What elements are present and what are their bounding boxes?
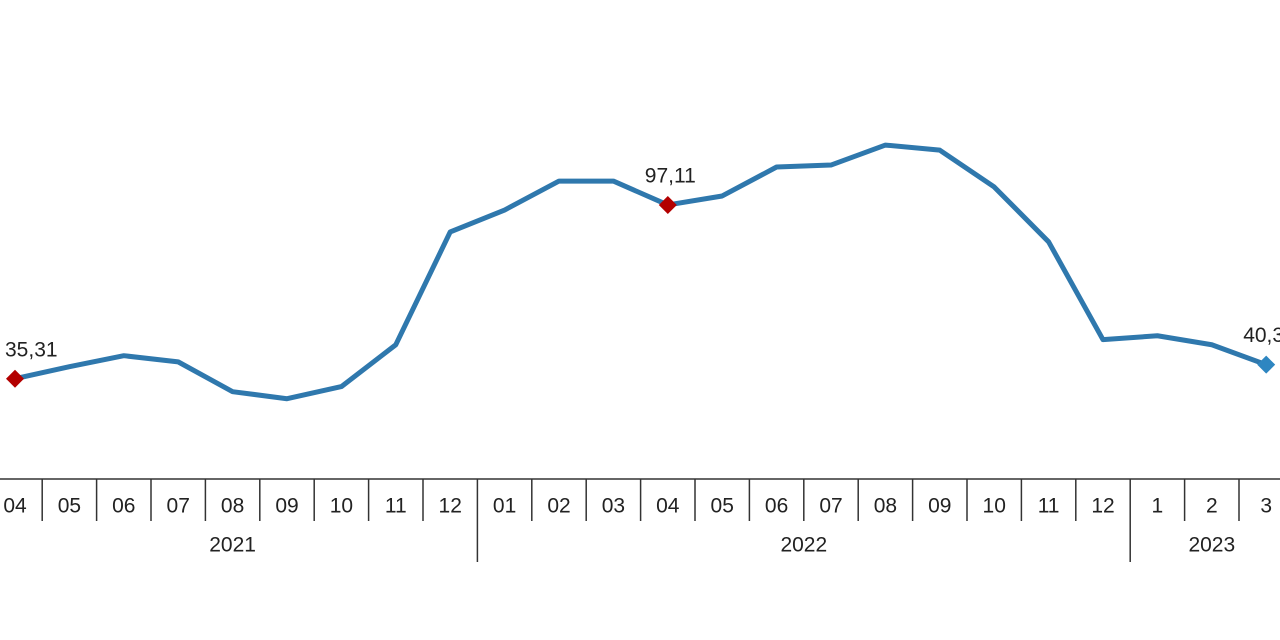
x-tick-label: 1 — [1152, 495, 1164, 518]
x-tick-label: 09 — [275, 495, 298, 518]
x-tick-label: 01 — [493, 495, 516, 518]
x-tick-label: 06 — [112, 495, 135, 518]
data-label: 97,11 — [645, 164, 696, 187]
x-tick-label: 09 — [928, 495, 951, 518]
group-label: 2022 — [780, 534, 827, 557]
data-label: 40,3 — [1243, 324, 1280, 347]
marker — [1257, 355, 1276, 374]
x-tick-label: 3 — [1260, 495, 1272, 518]
x-tick-label: 05 — [58, 495, 81, 518]
x-tick-label: 08 — [221, 495, 244, 518]
x-tick-label: 10 — [983, 495, 1006, 518]
data-label: 35,31 — [5, 338, 58, 361]
x-tick-label: 12 — [439, 495, 462, 518]
x-tick-label: 06 — [765, 495, 788, 518]
x-tick-label: 10 — [330, 495, 353, 518]
x-tick-label: 11 — [1038, 495, 1060, 518]
x-tick-label: 11 — [385, 495, 407, 518]
x-tick-label: 04 — [656, 495, 680, 518]
x-tick-label: 05 — [711, 495, 734, 518]
x-tick-label: 2 — [1206, 495, 1218, 518]
marker — [658, 195, 677, 214]
marker — [6, 369, 24, 388]
group-label: 2021 — [209, 534, 256, 557]
x-tick-label: 12 — [1091, 495, 1114, 518]
x-tick-label: 07 — [819, 495, 842, 518]
group-label: 2023 — [1188, 534, 1235, 557]
x-tick-label: 02 — [547, 495, 570, 518]
x-tick-label: 03 — [602, 495, 625, 518]
data-line — [14, 142, 1268, 402]
x-tick-label: 07 — [167, 495, 190, 518]
x-tick-label: 04 — [3, 495, 27, 518]
x-tick-label: 08 — [874, 495, 897, 518]
